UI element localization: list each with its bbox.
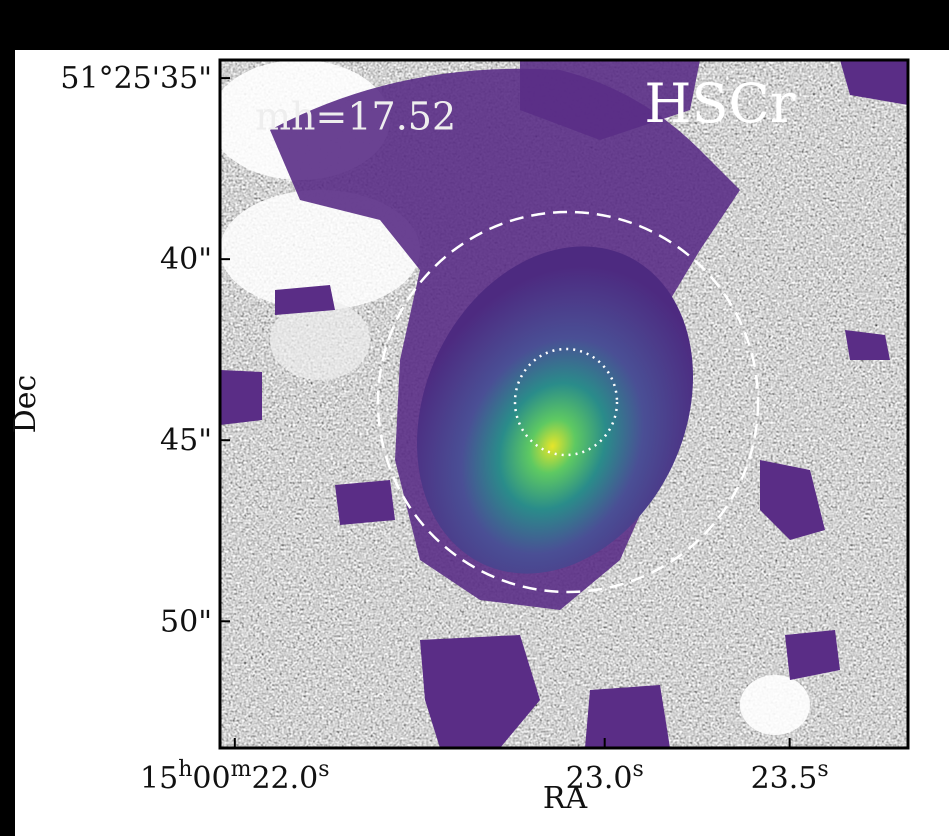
mask-region [220,370,262,425]
image [210,60,908,748]
mask-region [275,285,335,315]
y-tick-label: 51°25'35" [60,61,212,96]
y-axis-label: Dec [8,375,43,434]
x-tick-label: 23.5s [751,757,829,797]
mask-region [335,480,395,525]
bright-source [740,675,810,735]
y-tick-label: 50" [160,604,212,639]
mask-region [585,685,670,748]
figure: HSCr mh=17.52 RA Dec 51°25'35"40"45"50"1… [0,0,949,836]
y-tick-label: 40" [160,242,212,277]
magnitude-annotation: mh=17.52 [255,95,456,139]
x-tick-label: 23.0s [566,757,644,797]
page: {"chart_data": {"type": "image", "title"… [0,0,949,836]
band-label: HSCr [644,72,795,135]
y-tick-label: 45" [160,423,212,458]
